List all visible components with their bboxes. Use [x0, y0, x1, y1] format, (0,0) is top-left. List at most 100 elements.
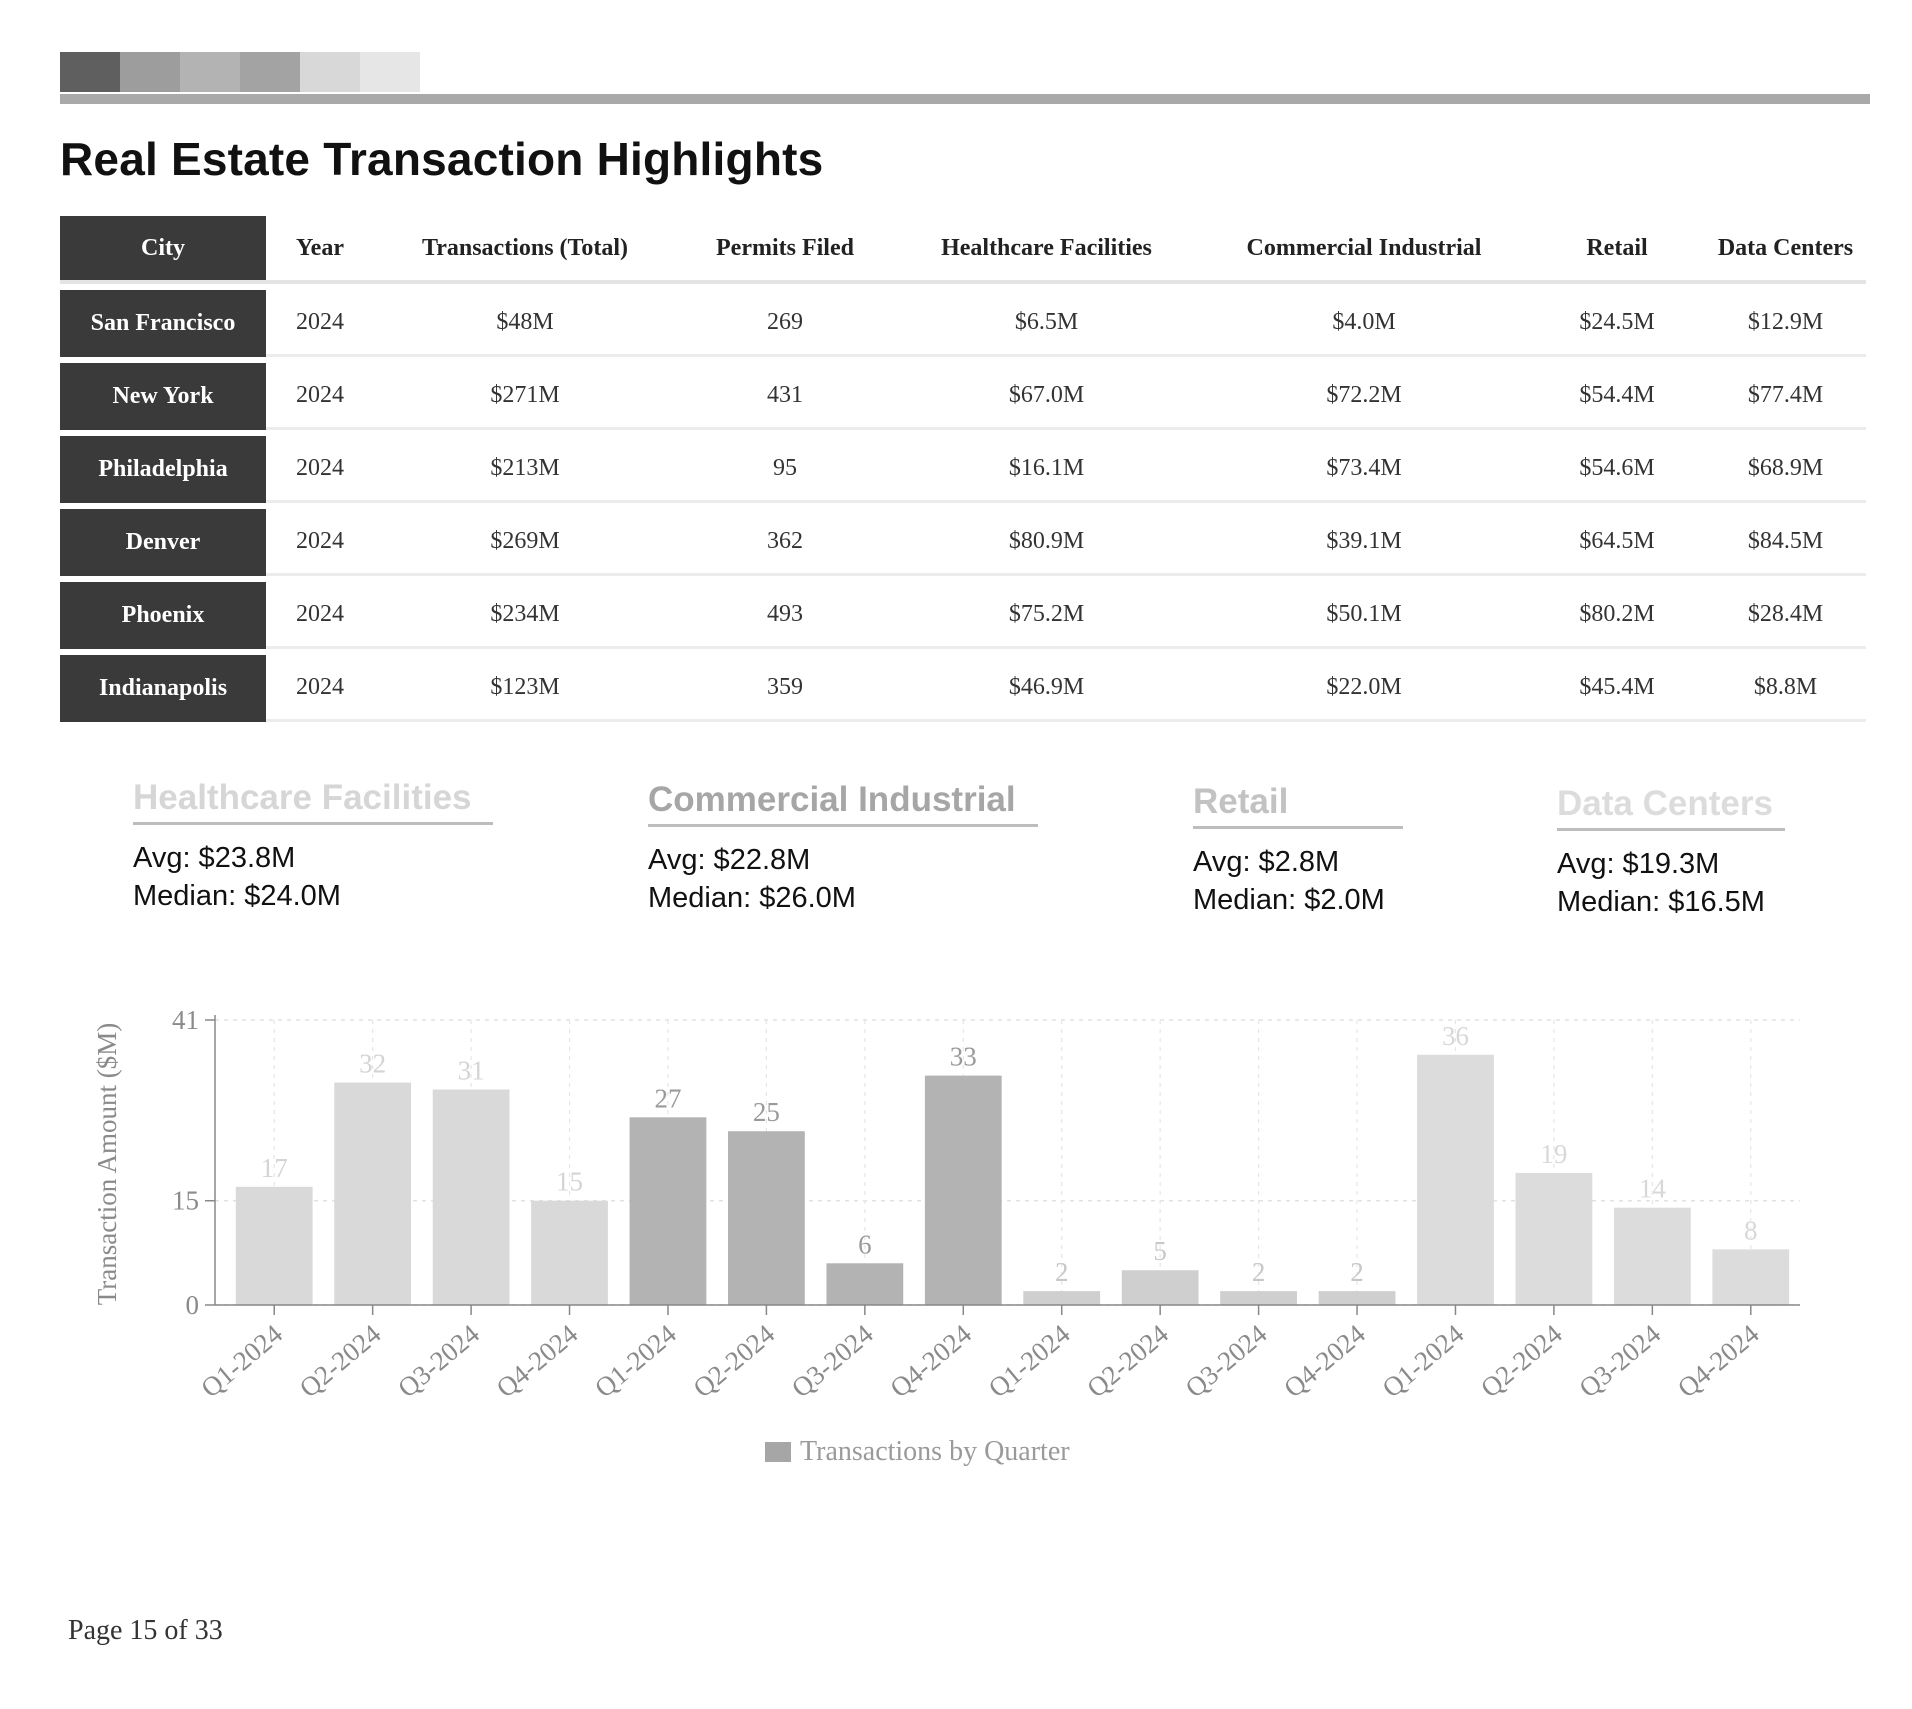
stat-avg: Avg: $2.8M	[1193, 846, 1340, 878]
stat-commercial: Commercial Industrial Avg: $22.8M Median…	[648, 780, 1038, 917]
x-tick-label: Q1-2024	[589, 1318, 682, 1403]
table-cell: $80.9M	[894, 509, 1199, 576]
table-cell: 2024	[266, 290, 374, 357]
header-year: Year	[266, 216, 374, 284]
table-cell: $68.9M	[1705, 436, 1866, 503]
bar	[629, 1117, 707, 1305]
table-cell: $6.5M	[894, 290, 1199, 357]
x-tick-label: Q1-2024	[195, 1318, 288, 1403]
bar-value-label: 14	[1639, 1174, 1667, 1204]
city-cell: Indianapolis	[60, 655, 266, 722]
y-tick-label: 0	[186, 1290, 200, 1320]
header-swatch-4	[240, 52, 300, 92]
y-axis: 0 15 41	[172, 1005, 216, 1320]
stat-data-centers: Data Centers Avg: $19.3M Median: $16.5M	[1557, 784, 1785, 921]
table-cell: 493	[676, 582, 894, 649]
stat-median: Median: $2.0M	[1193, 884, 1385, 916]
table-cell: $269M	[374, 509, 676, 576]
legend-swatch	[765, 1442, 791, 1462]
table-cell: $12.9M	[1705, 290, 1866, 357]
bar-value-label: 17	[261, 1153, 288, 1183]
table-cell: $22.0M	[1199, 655, 1529, 722]
header-swatch-2	[120, 52, 180, 92]
y-axis-label: Transaction Amount ($M)	[92, 1023, 122, 1306]
bar	[334, 1082, 412, 1305]
table-cell: 431	[676, 363, 894, 430]
header-city: City	[60, 216, 266, 284]
stat-avg: Avg: $19.3M	[1557, 848, 1720, 880]
table-row: New York 2024 $271M 431 $67.0M $72.2M $5…	[60, 363, 1866, 430]
stat-healthcare: Healthcare Facilities Avg: $23.8M Median…	[133, 778, 493, 915]
table-cell: $67.0M	[894, 363, 1199, 430]
bar	[1417, 1054, 1494, 1305]
bar	[1318, 1291, 1396, 1305]
bar-value-label: 25	[753, 1097, 780, 1127]
table-cell: $234M	[374, 582, 676, 649]
x-tick-label: Q4-2024	[1278, 1318, 1371, 1403]
bar-value-label: 5	[1153, 1236, 1167, 1266]
header-permits: Permits Filed	[676, 216, 894, 284]
table-cell: $84.5M	[1705, 509, 1866, 576]
transactions-table: City Year Transactions (Total) Permits F…	[60, 210, 1866, 728]
header-commercial: Commercial Industrial	[1199, 216, 1529, 284]
stat-title: Retail	[1193, 782, 1403, 829]
x-axis: Q1-2024 Q2-2024 Q3-2024 Q4-2024 Q1-2024 Q2-20…	[195, 1304, 1800, 1403]
table-cell: $54.4M	[1529, 363, 1705, 430]
bar-value-label: 32	[359, 1049, 386, 1079]
table-cell: 269	[676, 290, 894, 357]
bar	[531, 1200, 608, 1305]
table-cell: $8.8M	[1705, 655, 1866, 722]
stat-median: Median: $24.0M	[133, 880, 341, 912]
bar	[1613, 1207, 1691, 1305]
header-data-centers: Data Centers	[1705, 216, 1866, 284]
bar-value-label: 2	[1055, 1257, 1069, 1287]
x-tick-label: Q2-2024	[294, 1318, 387, 1403]
bar	[1121, 1270, 1199, 1305]
table-cell: $50.1M	[1199, 582, 1529, 649]
chart-bars	[235, 1054, 1790, 1305]
table-cell: 2024	[266, 363, 374, 430]
y-tick-label: 15	[172, 1186, 199, 1216]
table-header-row: City Year Transactions (Total) Permits F…	[60, 216, 1866, 284]
legend-label: Transactions by Quarter	[800, 1436, 1070, 1467]
y-tick-label: 41	[172, 1005, 199, 1035]
table-cell: $73.4M	[1199, 436, 1529, 503]
bar	[1712, 1249, 1790, 1305]
bar	[1023, 1291, 1101, 1305]
bar-value-label: 19	[1540, 1139, 1567, 1169]
table-cell: $45.4M	[1529, 655, 1705, 722]
header-healthcare: Healthcare Facilities	[894, 216, 1199, 284]
table-cell: 2024	[266, 582, 374, 649]
table-cell: $46.9M	[894, 655, 1199, 722]
stat-title: Healthcare Facilities	[133, 778, 493, 825]
table-row: Indianapolis 2024 $123M 359 $46.9M $22.0…	[60, 655, 1866, 722]
table-row: Denver 2024 $269M 362 $80.9M $39.1M $64.…	[60, 509, 1866, 576]
bar	[1515, 1172, 1593, 1305]
x-tick-label: Q3-2024	[392, 1318, 485, 1403]
table-cell: $123M	[374, 655, 676, 722]
bar-value-label: 2	[1252, 1257, 1266, 1287]
x-tick-label: Q2-2024	[1081, 1318, 1174, 1403]
header-decoration	[60, 52, 1870, 110]
table-row: San Francisco 2024 $48M 269 $6.5M $4.0M …	[60, 290, 1866, 357]
table-cell: $48M	[374, 290, 676, 357]
city-cell: Philadelphia	[60, 436, 266, 503]
table-cell: $39.1M	[1199, 509, 1529, 576]
header-swatch-5	[300, 52, 360, 92]
header-swatch-1	[60, 52, 120, 92]
table-cell: $72.2M	[1199, 363, 1529, 430]
table-cell: 2024	[266, 655, 374, 722]
bar-value-label: 36	[1442, 1021, 1469, 1051]
bar	[235, 1186, 313, 1305]
x-tick-label: Q4-2024	[1672, 1318, 1765, 1403]
table-cell: $75.2M	[894, 582, 1199, 649]
table-cell: $24.5M	[1529, 290, 1705, 357]
city-cell: Denver	[60, 509, 266, 576]
bar	[728, 1131, 805, 1305]
stat-title: Data Centers	[1557, 784, 1785, 831]
x-tick-label: Q1-2024	[1377, 1318, 1470, 1403]
table-cell: $213M	[374, 436, 676, 503]
city-cell: San Francisco	[60, 290, 266, 357]
